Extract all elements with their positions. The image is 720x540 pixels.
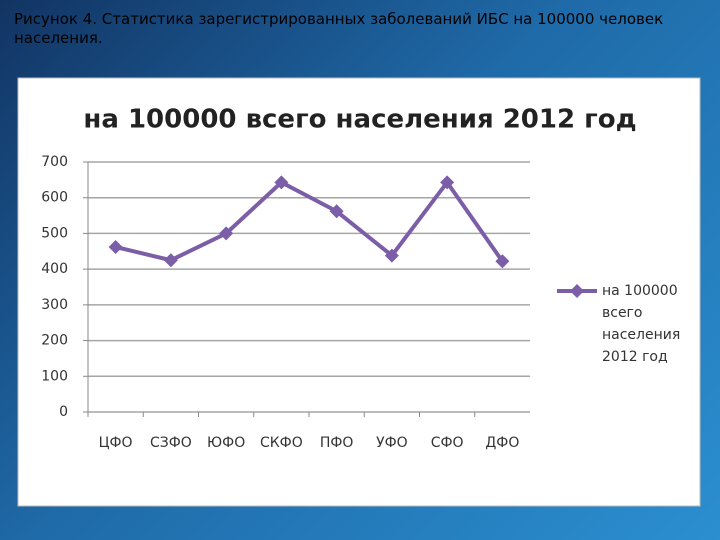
data-point [274, 175, 289, 190]
y-tick-label: 100 [41, 368, 68, 384]
data-point [384, 248, 399, 263]
data-point [163, 253, 178, 268]
data-point [219, 226, 234, 241]
data-point [329, 204, 344, 219]
chart-title: на 100000 всего населения 2012 год [83, 105, 636, 135]
y-tick-label: 700 [41, 154, 68, 170]
data-point [440, 175, 455, 190]
caption: Рисунок 4. Статистика зарегистрированных… [14, 10, 664, 47]
y-tick-label: 300 [41, 297, 68, 313]
y-tick-label: 500 [41, 225, 68, 241]
x-tick-label: ЦФО [99, 435, 133, 451]
data-point [108, 240, 123, 254]
x-tick-label: СФО [431, 435, 464, 451]
series-line [115, 178, 505, 263]
data-point [495, 254, 510, 269]
x-tick-label: ПФО [320, 435, 354, 451]
x-tick-label: СКФО [260, 435, 303, 451]
x-tick-label: УФО [376, 435, 408, 451]
legend-label: на 100000 всего населения 2012 год [602, 283, 681, 365]
x-tick-label: СЗФО [150, 435, 192, 451]
y-tick-label: 600 [41, 190, 68, 206]
x-tick-label: ЮФО [207, 435, 245, 451]
x-tick-label: ДФО [485, 435, 519, 451]
y-tick-label: 200 [41, 333, 68, 349]
y-tick-label: 400 [41, 261, 68, 277]
y-tick-label: 0 [59, 404, 68, 420]
legend-marker [570, 284, 584, 298]
